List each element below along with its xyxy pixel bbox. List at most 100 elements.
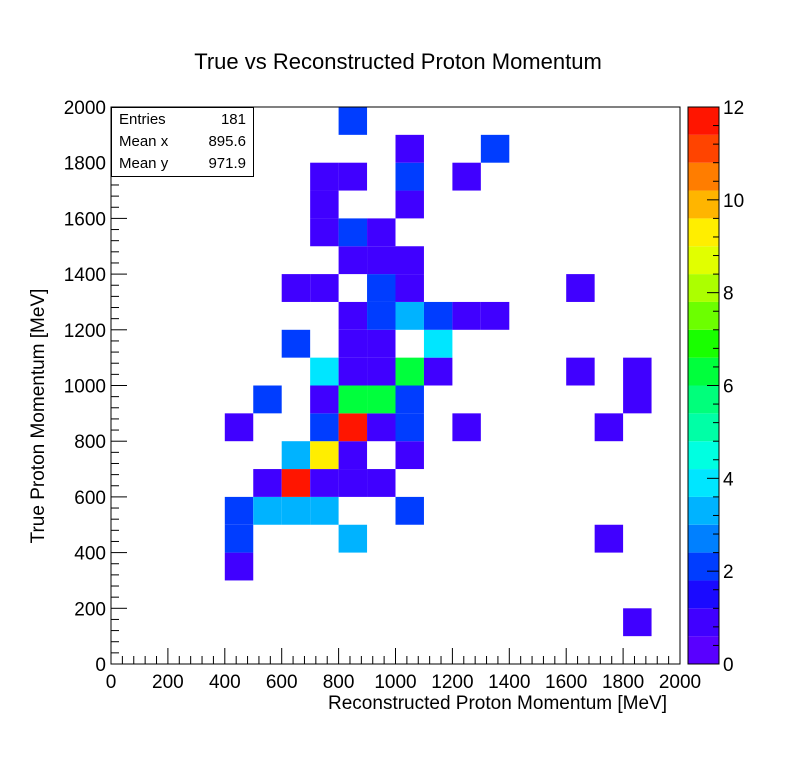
- colorbar-band: [688, 246, 719, 275]
- colorbar-band: [688, 190, 719, 219]
- heatmap-bin: [310, 385, 339, 414]
- x-tick-label: 1800: [602, 672, 644, 693]
- heatmap-bin: [310, 274, 339, 302]
- colorbar-band: [688, 107, 719, 135]
- heatmap-bin: [281, 441, 311, 470]
- heatmap-bin: [310, 469, 339, 497]
- heatmap-bin: [338, 357, 368, 386]
- stats-label: Mean y: [119, 155, 169, 172]
- heatmap-bin: [281, 496, 311, 525]
- stats-row-entries: Entries 181: [112, 109, 253, 131]
- colorbar-band: [688, 274, 719, 302]
- heatmap-bin: [281, 329, 311, 358]
- heatmap-bin: [423, 329, 453, 358]
- heatmap-bin: [367, 413, 396, 442]
- heatmap-bin: [395, 385, 424, 414]
- stats-value: 971.9: [208, 155, 246, 172]
- colorbar-band: [688, 162, 719, 191]
- colorbar-tick-label: 4: [723, 469, 734, 490]
- stats-row-mean-x: Mean x 895.6: [112, 131, 253, 153]
- stats-value: 895.6: [208, 133, 246, 150]
- y-tick-label: 600: [74, 488, 106, 509]
- heatmap-bin: [310, 357, 339, 386]
- y-tick-label: 0: [95, 655, 106, 676]
- heatmap-bin: [480, 134, 510, 163]
- heatmap-bin: [395, 413, 424, 442]
- heatmap-bin: [566, 357, 595, 386]
- heatmap-bin: [253, 469, 282, 497]
- heatmap-bin: [253, 385, 282, 414]
- heatmap-bin: [338, 107, 368, 135]
- axes-layer: 0 200 400 600 800 1000 1200 1400 1600 1800 2000 0 20…: [64, 98, 701, 693]
- heatmap-bin: [423, 301, 453, 330]
- y-tick-label: 1800: [64, 154, 106, 175]
- heatmap-bin: [395, 246, 424, 275]
- heatmap-bin: [480, 301, 510, 330]
- y-tick-label: 800: [74, 432, 106, 453]
- stats-value: 181: [220, 111, 246, 128]
- heatmap-bin: [452, 162, 481, 191]
- colorbar-tick-label: 0: [723, 655, 734, 676]
- colorbar-band: [688, 329, 719, 358]
- heatmap-bin: [395, 162, 424, 191]
- colorbar-band: [688, 357, 719, 386]
- y-tick-label: 1400: [64, 265, 106, 286]
- heatmap-bin: [395, 274, 424, 302]
- colorbar-band: [688, 636, 719, 664]
- colorbar-band: [688, 580, 719, 609]
- heatmap-bin: [452, 413, 481, 442]
- x-tick-label: 400: [209, 672, 241, 693]
- heatmap-bin: [310, 413, 339, 442]
- y-tick-label: 2000: [64, 98, 106, 119]
- heatmap-bin: [224, 496, 254, 525]
- y-axis-label: True Proton Momentum [MeV]: [28, 289, 49, 544]
- x-tick-label: 800: [323, 672, 355, 693]
- colorbar-band: [688, 218, 719, 247]
- stats-label: Entries: [119, 111, 166, 128]
- stats-row-mean-y: Mean y 971.9: [112, 153, 253, 175]
- heatmap-bin: [395, 441, 424, 470]
- x-tick-label: 1000: [374, 672, 416, 693]
- heatmap-bin: [367, 246, 396, 275]
- heatmap-bin: [367, 385, 396, 414]
- colorbar-band: [688, 469, 719, 497]
- heatmap-bin: [338, 329, 368, 358]
- heatmap-bin: [395, 301, 424, 330]
- colorbar-band: [688, 608, 719, 637]
- x-tick-label: 1600: [545, 672, 587, 693]
- bins-layer: [224, 107, 652, 637]
- x-tick-label: 600: [266, 672, 298, 693]
- heatmap-bin: [395, 357, 424, 386]
- heatmap-bin: [338, 441, 368, 470]
- heatmap-bin: [452, 301, 481, 330]
- x-tick-label: 1400: [488, 672, 530, 693]
- heatmap-bin: [253, 496, 282, 525]
- heatmap-bin: [395, 496, 424, 525]
- colorbar-tick-label: 2: [723, 562, 734, 583]
- colorbar-band: [688, 524, 719, 553]
- colorbar-tick-label: 12: [723, 98, 744, 119]
- colorbar-band: [688, 413, 719, 442]
- heatmap-bin: [310, 190, 339, 219]
- chart-title: True vs Reconstructed Proton Momentum: [194, 49, 602, 74]
- heatmap-bin: [594, 413, 624, 442]
- heatmap-bin: [310, 218, 339, 247]
- heatmap-bin: [367, 274, 396, 302]
- x-tick-label: 200: [152, 672, 184, 693]
- colorbar-band: [688, 552, 719, 581]
- heatmap-bin: [423, 357, 453, 386]
- colorbar-tick-label: 6: [723, 377, 734, 398]
- heatmap-bin: [338, 301, 368, 330]
- colorbar-band: [688, 496, 719, 525]
- y-tick-label: 200: [74, 599, 106, 620]
- heatmap-bin: [367, 357, 396, 386]
- heatmap-bin: [594, 524, 624, 553]
- colorbar: 0 2 4 6 8 10 12: [687, 98, 744, 676]
- heatmap-bin: [338, 469, 368, 497]
- colorbar-tick-label: 10: [723, 191, 744, 212]
- heatmap-bin: [367, 301, 396, 330]
- x-tick-label: 0: [106, 672, 117, 693]
- heatmap-bin: [338, 524, 368, 553]
- heatmap-bin: [281, 274, 311, 302]
- y-tick-label: 1200: [64, 321, 106, 342]
